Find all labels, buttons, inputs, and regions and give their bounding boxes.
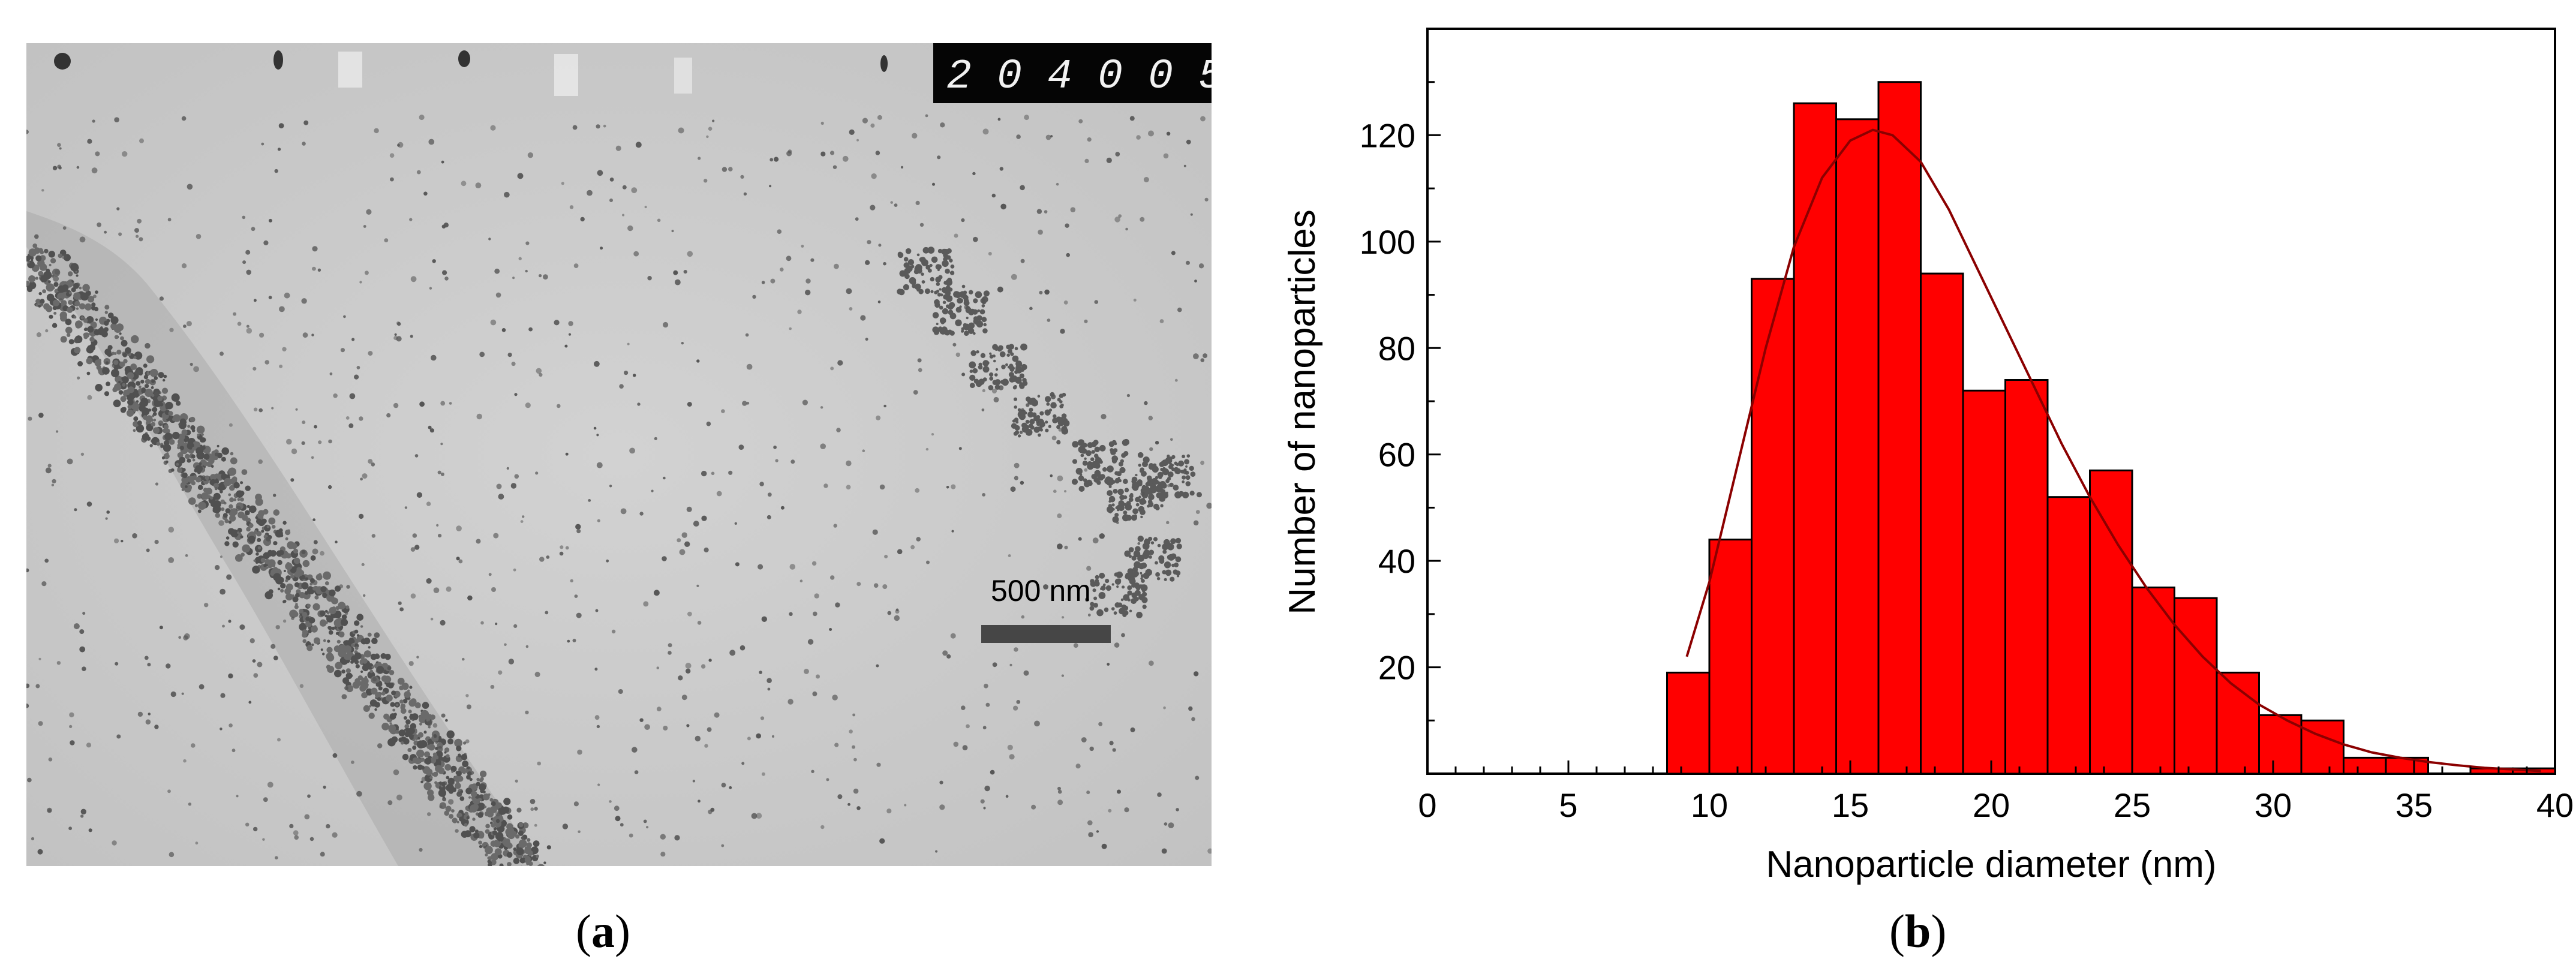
histogram-bar-0 bbox=[1666, 671, 1711, 775]
caption-a-letter: a bbox=[591, 905, 615, 957]
x-tick-label: 20 bbox=[1973, 786, 2010, 824]
particle-aggregate-band bbox=[26, 243, 551, 866]
histogram-bar-10 bbox=[2089, 469, 2133, 775]
y-tick-label: 80 bbox=[1378, 329, 1415, 367]
x-tick-label: 35 bbox=[2395, 786, 2433, 824]
histogram-bar-11 bbox=[2131, 587, 2175, 775]
x-axis: 0 5 10 15 20 25 30 35 40 bbox=[1418, 760, 2574, 824]
histogram-bar-7 bbox=[1962, 389, 2006, 775]
x-tick-label: 10 bbox=[1691, 786, 1728, 824]
lognormal-fit-curve bbox=[1685, 128, 2541, 772]
x-tick-label: 5 bbox=[1559, 786, 1577, 824]
histogram-bar-12 bbox=[2174, 597, 2218, 775]
x-tick-label: 15 bbox=[1832, 786, 1869, 824]
histogram-bar-1 bbox=[1708, 539, 1753, 775]
histogram-bar-13 bbox=[2216, 671, 2260, 775]
x-tick-label: 0 bbox=[1418, 786, 1436, 824]
histogram-bar-17 bbox=[2385, 756, 2429, 775]
y-tick-label: 20 bbox=[1378, 649, 1415, 687]
histogram-bars bbox=[1666, 81, 2556, 775]
histogram-bar-3 bbox=[1793, 102, 1837, 775]
caption-b-letter: b bbox=[1904, 905, 1931, 957]
y-tick-label: 120 bbox=[1360, 116, 1415, 154]
film-stamp: 2 0 4 0 0 5 2 bbox=[933, 43, 1212, 103]
x-tick-label: 40 bbox=[2536, 786, 2574, 824]
scale-bar: 500 nm bbox=[981, 574, 1111, 643]
histogram-bar-2 bbox=[1751, 278, 1795, 775]
grid-edge-marks bbox=[54, 50, 888, 96]
y-tick-label: 40 bbox=[1378, 542, 1415, 580]
tem-image: 2 0 4 0 0 5 2 500 nm bbox=[26, 43, 1212, 866]
nanoparticle-size-histogram: 0 5 10 15 20 25 30 35 40 20 40 60 80 100 120 Nanopart… bbox=[1282, 28, 2574, 885]
histogram-bar-16 bbox=[2343, 756, 2387, 775]
caption-a: (a) bbox=[576, 905, 630, 957]
histogram-bar-9 bbox=[2046, 496, 2091, 775]
histogram-bar-8 bbox=[2004, 379, 2049, 775]
y-axis-label: Number of nanoparticles bbox=[1282, 209, 1323, 614]
x-tick-label: 25 bbox=[2114, 786, 2151, 824]
histogram-bar-6 bbox=[1920, 272, 1964, 775]
histogram-panel: 0 5 10 15 20 25 30 35 40 20 40 60 80 100 120 Nanopart… bbox=[1248, 12, 2576, 912]
y-tick-label: 60 bbox=[1378, 436, 1415, 474]
y-tick-label: 100 bbox=[1360, 223, 1415, 261]
caption-b: (b) bbox=[1889, 905, 1947, 957]
histogram-bar-15 bbox=[2300, 719, 2344, 775]
histogram-bar-5 bbox=[1877, 81, 1922, 775]
x-tick-label: 30 bbox=[2255, 786, 2292, 824]
scattered-nanoparticles bbox=[26, 114, 1212, 859]
histogram-bar-4 bbox=[1835, 118, 1880, 775]
stamp-text: 2 0 4 0 0 5 2 bbox=[946, 53, 1212, 101]
tem-micrograph: 2 0 4 0 0 5 2 500 nm bbox=[26, 43, 1212, 866]
x-axis-label: Nanoparticle diameter (nm) bbox=[1766, 844, 2216, 885]
y-axis: 20 40 60 80 100 120 bbox=[1360, 81, 1441, 722]
scale-bar-label: 500 nm bbox=[991, 574, 1091, 608]
